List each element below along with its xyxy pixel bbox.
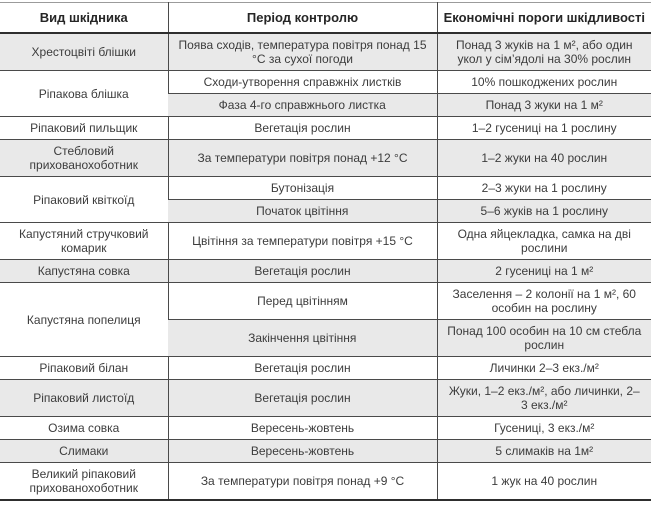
- period-cell: За температури повітря понад +9 °C: [167, 462, 437, 500]
- pest-cell: Хрестоцвіті блішки: [0, 32, 168, 71]
- table-row: Закінчення цвітіння Понад 100 особин на …: [0, 319, 651, 357]
- period-cell: Початок цвітіння: [168, 199, 437, 223]
- threshold-cell: Одна яйцекладка, самка на дві рослини: [436, 222, 651, 260]
- threshold-cell: Понад 3 жуки на 1 м²: [436, 93, 651, 117]
- pest-cell: Капустяна совка: [0, 259, 168, 283]
- period-cell: Вегетація рослин: [167, 116, 437, 140]
- threshold-cell: 5 слимаків на 1м²: [436, 439, 651, 463]
- threshold-cell: Гусениці, 3 екз./м²: [436, 416, 651, 440]
- pest-cell: Ріпаковий квіткоїд: [0, 176, 168, 223]
- pest-cell: Капустяний стручковий комарик: [0, 222, 168, 260]
- pest-cell: Ріпаковий пильщик: [0, 116, 168, 140]
- table-row: Капустяна совка Вегетація рослин 2 гусен…: [0, 259, 651, 283]
- pest-cell: Озима совка: [0, 416, 168, 440]
- table-row: Хрестоцвіті блішки Поява сходів, темпера…: [0, 32, 651, 71]
- pest-cell: Великий ріпаковий прихованохоботник: [0, 462, 168, 500]
- table-row: Ріпаковий пильщик Вегетація рослин 1–2 г…: [0, 116, 651, 140]
- table-row: Початок цвітіння 5–6 жуків на 1 рослину: [0, 199, 651, 223]
- table-row: Капустяний стручковий комарик Цвітіння з…: [0, 222, 651, 260]
- table-row: Ріпаковий квіткоїд Бутонізація 2–3 жуки …: [0, 176, 651, 223]
- threshold-cell: 2 гусениці на 1 м²: [436, 259, 651, 283]
- table-row: Слимаки Вересень-жовтень 5 слимаків на 1…: [0, 439, 651, 463]
- pest-cell: Ріпаковий листоїд: [0, 379, 168, 417]
- period-cell: Вегетація рослин: [167, 259, 437, 283]
- threshold-cell: Личинки 2–3 екз./м²: [436, 356, 651, 380]
- table-row: Ріпаковий білан Вегетація рослин Личинки…: [0, 356, 651, 380]
- column-header-threshold: Економічні пороги шкідливості: [436, 2, 651, 34]
- pest-cell: Ріпакова блішка: [0, 70, 168, 117]
- table-row: Фаза 4-го справжнього листка Понад 3 жук…: [0, 93, 651, 117]
- period-cell: Вересень-жовтень: [167, 439, 437, 463]
- period-cell: Сходи-утворення справжніх листків: [167, 70, 437, 94]
- table-row: Капустяна попелиця Перед цвітінням Засел…: [0, 282, 651, 357]
- period-cell: Перед цвітінням: [167, 282, 437, 320]
- period-cell: Цвітіння за температури повітря +15 °C: [167, 222, 437, 260]
- threshold-cell: 5–6 жуків на 1 рослину: [436, 199, 651, 223]
- threshold-cell: Понад 100 особин на 10 см стебла рослин: [436, 319, 651, 357]
- threshold-cell: Понад 3 жуків на 1 м², або один укол у с…: [436, 32, 651, 71]
- period-cell: Поява сходів, температура повітря понад …: [167, 32, 437, 71]
- threshold-cell: 1–2 гусениці на 1 рослину: [436, 116, 651, 140]
- table-row: Великий ріпаковий прихованохоботник За т…: [0, 462, 651, 500]
- table-row: Ріпаковий листоїд Вегетація рослин Жуки,…: [0, 379, 651, 417]
- header-row: Вид шкідника Період контролю Економічні …: [0, 2, 651, 34]
- pest-cell: Слимаки: [0, 439, 168, 463]
- threshold-cell: Жуки, 1–2 екз./м², або личинки, 2–3 екз.…: [436, 379, 651, 417]
- threshold-cell: 1–2 жуки на 40 рослин: [436, 139, 651, 177]
- pest-cell: Ріпаковий білан: [0, 356, 168, 380]
- pest-cell: Капустяна попелиця: [0, 282, 168, 357]
- table-header: Вид шкідника Період контролю Економічні …: [0, 2, 651, 34]
- table-row: Стебловий прихованохоботник За температу…: [0, 139, 651, 177]
- pest-cell: Стебловий прихованохоботник: [0, 139, 168, 177]
- period-cell: За температури повітря понад +12 °C: [167, 139, 437, 177]
- threshold-cell: 10% пошкоджених рослин: [436, 70, 651, 94]
- period-cell: Фаза 4-го справжнього листка: [168, 93, 437, 117]
- column-header-period: Період контролю: [167, 2, 437, 34]
- table-row: Озима совка Вересень-жовтень Гусениці, 3…: [0, 416, 651, 440]
- column-header-pest: Вид шкідника: [0, 2, 168, 34]
- threshold-cell: 1 жук на 40 рослин: [436, 462, 651, 500]
- threshold-cell: 2–3 жуки на 1 рослину: [436, 176, 651, 200]
- table-body: Хрестоцвіті блішки Поява сходів, темпера…: [0, 32, 651, 500]
- period-cell: Вегетація рослин: [167, 356, 437, 380]
- period-cell: Вегетація рослин: [167, 379, 437, 417]
- threshold-cell: Заселення – 2 колонії на 1 м², 60 особин…: [436, 282, 651, 320]
- table-row: Ріпакова блішка Сходи-утворення справжні…: [0, 70, 651, 117]
- period-cell: Бутонізація: [167, 176, 437, 200]
- period-cell: Закінчення цвітіння: [168, 319, 437, 357]
- period-cell: Вересень-жовтень: [167, 416, 437, 440]
